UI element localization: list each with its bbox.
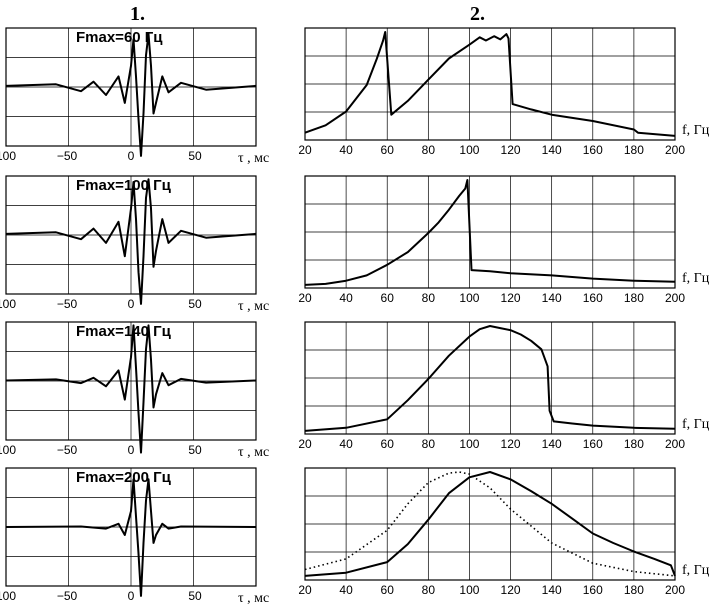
x-tick-label: 100 (459, 291, 479, 305)
x-tick-label: 160 (583, 143, 603, 157)
x-tick-label: 180 (624, 143, 644, 157)
x-tick-label: 100 (0, 149, 16, 163)
impulse-panel-2: Fmax=100 Гц 100 −50 0 50 τ , мс (0, 175, 269, 314)
x-tick-label: 140 (542, 143, 562, 157)
x-tick-label: 80 (422, 143, 436, 157)
x-tick-label: 80 (422, 291, 436, 305)
x-tick-label: 60 (381, 291, 395, 305)
x-axis-unit: τ , мс (238, 299, 269, 314)
x-axis-unit: f, Гц (682, 563, 710, 578)
x-axis-unit: f, Гц (682, 417, 710, 432)
x-tick-label: 40 (339, 143, 353, 157)
column-heading-1: 1. (130, 3, 145, 25)
x-tick-label: 200 (665, 291, 685, 305)
x-tick-label: 180 (624, 437, 644, 451)
x-tick-label: 100 (459, 583, 479, 597)
x-tick-label: 120 (501, 583, 521, 597)
x-tick-label: 0 (128, 589, 135, 603)
x-tick-label: 50 (188, 443, 202, 457)
x-axis-unit: τ , мс (238, 591, 269, 606)
series-line (5, 478, 257, 597)
x-tick-label: 200 (665, 437, 685, 451)
panel-title: Fmax=100 Гц (76, 177, 172, 194)
x-tick-label: 40 (339, 437, 353, 451)
x-tick-label: 20 (298, 143, 312, 157)
x-tick-label: 160 (583, 291, 603, 305)
x-tick-label: 20 (298, 583, 312, 597)
x-tick-label: 40 (339, 291, 353, 305)
impulse-panel-4: Fmax=200 Гц 100 −50 0 50 τ , мс (0, 467, 269, 606)
x-tick-label: 0 (128, 297, 135, 311)
series-line (5, 33, 257, 157)
x-tick-label: 160 (583, 437, 603, 451)
x-axis-unit: f, Гц (682, 123, 710, 138)
x-tick-label: 120 (501, 143, 521, 157)
x-tick-label: 20 (298, 291, 312, 305)
spectrum-panel-1: 20 40 60 80 100 120 140 160 180 200 f, Гц (298, 27, 710, 157)
series-line (304, 325, 676, 432)
x-tick-label: −50 (57, 443, 78, 457)
impulse-panel-3: Fmax=140 Гц 100 −50 0 50 τ , мс (0, 321, 269, 460)
x-tick-label: 60 (381, 437, 395, 451)
x-tick-label: −50 (57, 589, 78, 603)
x-tick-label: 120 (501, 437, 521, 451)
x-axis-unit: τ , мс (238, 151, 269, 166)
x-tick-label: 60 (381, 583, 395, 597)
x-tick-label: 60 (381, 143, 395, 157)
panel-title: Fmax=200 Гц (76, 469, 172, 486)
panel-title: Fmax=140 Гц (76, 323, 172, 340)
spectrum-panel-4: 20 40 60 80 100 120 140 160 180 200 f, Гц (298, 467, 710, 597)
x-tick-label: −50 (57, 149, 78, 163)
x-tick-label: 200 (665, 583, 685, 597)
panel-title: Fmax=60 Гц (76, 29, 163, 46)
x-tick-label: 180 (624, 291, 644, 305)
impulse-panel-1: Fmax=60 Гц 100 −50 0 50 τ , мс (0, 27, 269, 166)
series-line (304, 179, 676, 286)
x-axis-unit: τ , мс (238, 445, 269, 460)
x-tick-label: 140 (542, 437, 562, 451)
x-tick-label: 100 (0, 589, 16, 603)
x-tick-label: 100 (0, 297, 16, 311)
series-line-dotted (304, 471, 676, 577)
x-tick-label: 100 (459, 437, 479, 451)
spectrum-panel-3: 20 40 60 80 100 120 140 160 180 200 f, Гц (298, 321, 710, 451)
series-line (5, 178, 257, 305)
series-line (304, 471, 676, 577)
x-tick-label: 160 (583, 583, 603, 597)
x-tick-label: 0 (128, 149, 135, 163)
series-line (304, 31, 676, 137)
x-tick-label: 20 (298, 437, 312, 451)
x-tick-label: 100 (0, 443, 16, 457)
x-tick-label: −50 (57, 297, 78, 311)
x-tick-label: 180 (624, 583, 644, 597)
x-tick-label: 200 (665, 143, 685, 157)
column-heading-2: 2. (470, 3, 485, 25)
x-tick-label: 40 (339, 583, 353, 597)
x-tick-label: 100 (459, 143, 479, 157)
series-line (5, 324, 257, 454)
x-tick-label: 120 (501, 291, 521, 305)
x-tick-label: 50 (188, 589, 202, 603)
x-tick-label: 0 (128, 443, 135, 457)
x-tick-label: 140 (542, 583, 562, 597)
x-tick-label: 50 (188, 149, 202, 163)
x-tick-label: 50 (188, 297, 202, 311)
x-axis-unit: f, Гц (682, 271, 710, 286)
x-tick-label: 80 (422, 583, 436, 597)
x-tick-label: 140 (542, 291, 562, 305)
x-tick-label: 80 (422, 437, 436, 451)
spectrum-panel-2: 20 40 60 80 100 120 140 160 180 200 f, Гц (298, 175, 710, 305)
